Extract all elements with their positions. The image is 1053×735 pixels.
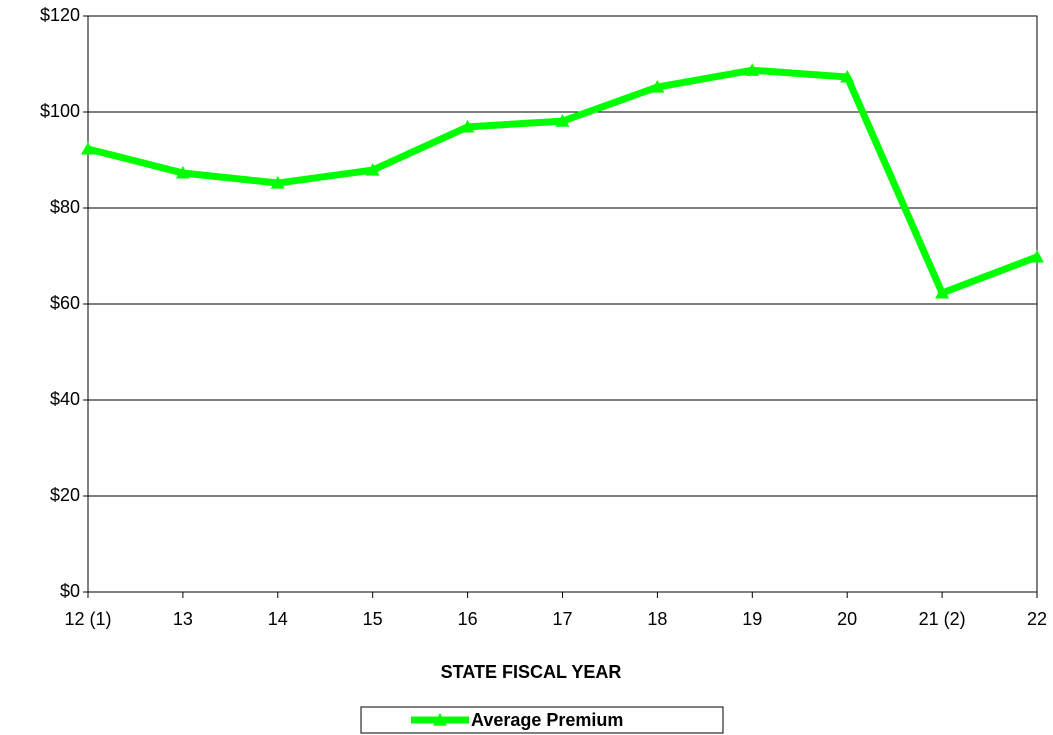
marker <box>365 163 380 176</box>
x-tick-label: 18 <box>647 609 667 629</box>
marker <box>840 69 855 83</box>
y-tick-label: $120 <box>40 5 80 25</box>
x-tick-label: 22 <box>1027 609 1047 629</box>
marker <box>555 114 570 127</box>
y-tick-label: $60 <box>50 293 80 313</box>
marker <box>175 165 190 179</box>
x-tick-label: 17 <box>552 609 572 629</box>
marker <box>270 176 285 189</box>
x-axis-label: STATE FISCAL YEAR <box>441 662 622 682</box>
series-line <box>87 66 1039 297</box>
marker <box>650 80 665 93</box>
y-tick-label: $20 <box>50 485 80 505</box>
x-tick-label: 12 (1) <box>64 609 111 629</box>
legend-label: Average Premium <box>471 710 623 730</box>
marker <box>935 285 950 299</box>
y-tick-label: $40 <box>50 389 80 409</box>
x-tick-label: 16 <box>458 609 478 629</box>
y-tick-label: $80 <box>50 197 80 217</box>
x-tick-label: 20 <box>837 609 857 629</box>
legend-marker <box>433 713 447 726</box>
marker <box>81 141 95 155</box>
marker <box>460 119 475 133</box>
y-tick-label: $0 <box>60 581 80 601</box>
marker <box>1030 249 1044 263</box>
marker <box>745 63 760 76</box>
x-tick-label: 15 <box>363 609 383 629</box>
x-tick-label: 21 (2) <box>919 609 966 629</box>
y-tick-label: $100 <box>40 101 80 121</box>
x-tick-label: 19 <box>742 609 762 629</box>
x-tick-label: 14 <box>268 609 288 629</box>
x-tick-label: 13 <box>173 609 193 629</box>
